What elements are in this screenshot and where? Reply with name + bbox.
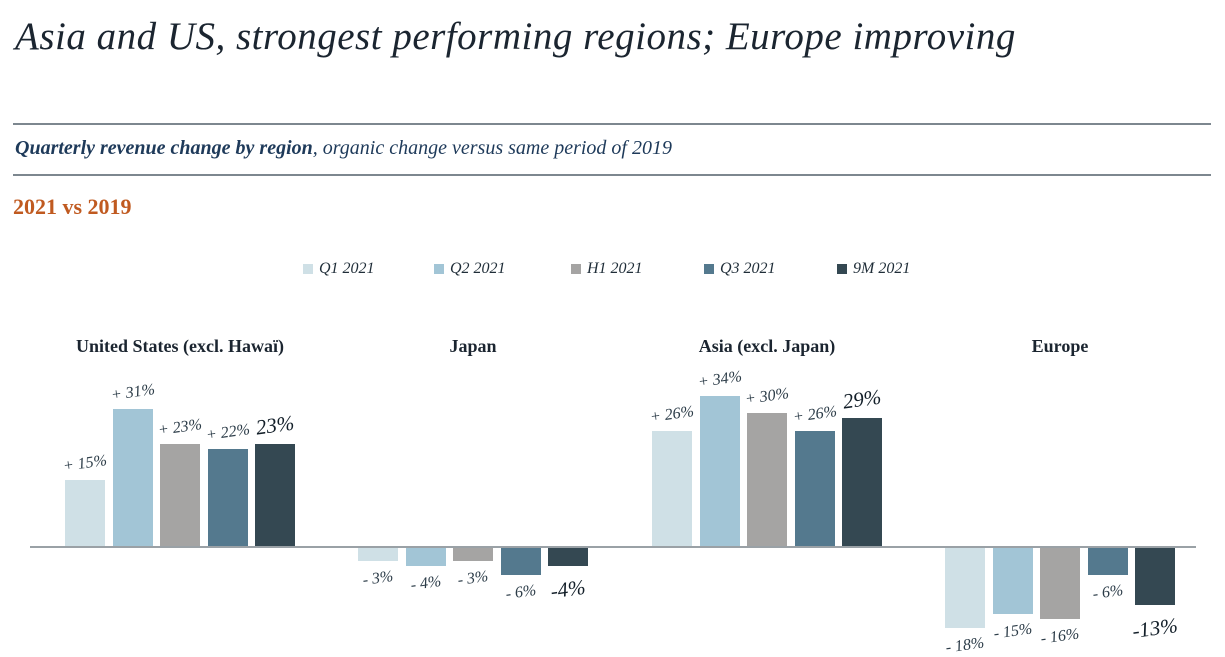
bar: [842, 418, 882, 546]
bar: [453, 548, 493, 561]
bar: [548, 548, 588, 566]
legend-swatch: [434, 264, 444, 274]
legend-label: Q3 2021: [720, 260, 776, 277]
subtitle-emphasis: Quarterly revenue change by region: [15, 137, 313, 159]
chart-subtitle: Quarterly revenue change by region, orga…: [15, 137, 672, 160]
zero-baseline: [30, 546, 1196, 548]
legend-swatch: [303, 264, 313, 274]
bar-group-title: Asia (excl. Japan): [698, 336, 836, 356]
legend-item: H1 2021: [571, 260, 643, 277]
legend-label: Q2 2021: [450, 260, 506, 277]
legend-item: Q3 2021: [704, 260, 776, 277]
bar-value-label: + 31%: [109, 381, 156, 404]
bar-value-label: -4%: [548, 574, 587, 604]
legend-item: Q1 2021: [303, 260, 375, 277]
slide-title: Asia and US, strongest performing region…: [15, 15, 1016, 58]
bar: [1135, 548, 1175, 605]
bar: [794, 431, 835, 546]
bar-group-title: Japan: [449, 336, 497, 356]
bar: [207, 449, 248, 546]
bar: [255, 444, 295, 546]
bar-value-label: -13%: [1130, 612, 1180, 644]
legend-label: H1 2021: [587, 260, 643, 277]
legend-swatch: [704, 264, 714, 274]
bar: [500, 548, 541, 575]
divider-top: [13, 123, 1211, 125]
legend-item: 9M 2021: [837, 260, 911, 277]
legend-item: Q2 2021: [434, 260, 506, 277]
bar: [65, 480, 105, 546]
bar-value-label: 23%: [254, 410, 296, 440]
bar: [358, 548, 398, 561]
bar: [1040, 548, 1080, 619]
bar: [945, 548, 985, 628]
period-label: 2021 vs 2019: [13, 194, 132, 219]
bar: [699, 396, 740, 546]
legend-label: Q1 2021: [319, 260, 375, 277]
bar: [112, 409, 153, 546]
bar-value-label: 29%: [841, 384, 883, 414]
legend-label: 9M 2021: [853, 260, 911, 277]
bar: [992, 548, 1033, 614]
subtitle-rest: , organic change versus same period of 2…: [312, 137, 672, 159]
bar: [160, 444, 200, 546]
bar-group-title: Europe: [1031, 336, 1089, 356]
bar-group-title: United States (excl. Hawaï): [76, 336, 284, 356]
divider-bottom: [13, 174, 1211, 176]
legend-swatch: [837, 264, 847, 274]
legend-swatch: [571, 264, 581, 274]
bar: [405, 548, 446, 566]
bar: [652, 431, 692, 546]
bar: [747, 413, 787, 546]
bar: [1087, 548, 1128, 575]
